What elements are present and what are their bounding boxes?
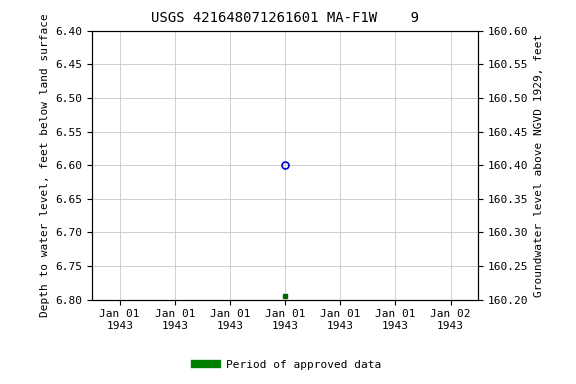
Y-axis label: Groundwater level above NGVD 1929, feet: Groundwater level above NGVD 1929, feet: [534, 33, 544, 297]
Y-axis label: Depth to water level, feet below land surface: Depth to water level, feet below land su…: [40, 13, 50, 317]
Title: USGS 421648071261601 MA-F1W    9: USGS 421648071261601 MA-F1W 9: [151, 12, 419, 25]
Legend: Period of approved data: Period of approved data: [191, 356, 385, 375]
